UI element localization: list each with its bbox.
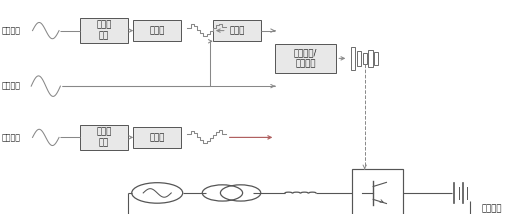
Bar: [275, 44, 336, 73]
Text: 控制器: 控制器: [229, 26, 245, 35]
Text: 模拟滤
波器: 模拟滤 波器: [96, 127, 112, 147]
Bar: [368, 50, 372, 67]
Bar: [134, 20, 181, 41]
Bar: [363, 53, 367, 64]
Text: 模拟滤
波器: 模拟滤 波器: [96, 21, 112, 40]
Text: 输出电流: 输出电流: [2, 133, 21, 142]
Bar: [134, 127, 181, 148]
Text: 离散化: 离散化: [149, 133, 165, 142]
Text: 电压频率/
功率控制: 电压频率/ 功率控制: [294, 49, 318, 68]
Bar: [357, 51, 361, 66]
Text: 离网电压: 离网电压: [2, 82, 21, 91]
Text: 储能电池: 储能电池: [481, 204, 502, 213]
Text: 离散化: 离散化: [149, 26, 165, 35]
Bar: [80, 18, 128, 43]
Bar: [213, 20, 261, 41]
Bar: [351, 47, 355, 70]
Bar: [352, 169, 403, 215]
Bar: [80, 125, 128, 150]
Text: 并网电压: 并网电压: [2, 26, 21, 35]
Bar: [374, 52, 378, 65]
